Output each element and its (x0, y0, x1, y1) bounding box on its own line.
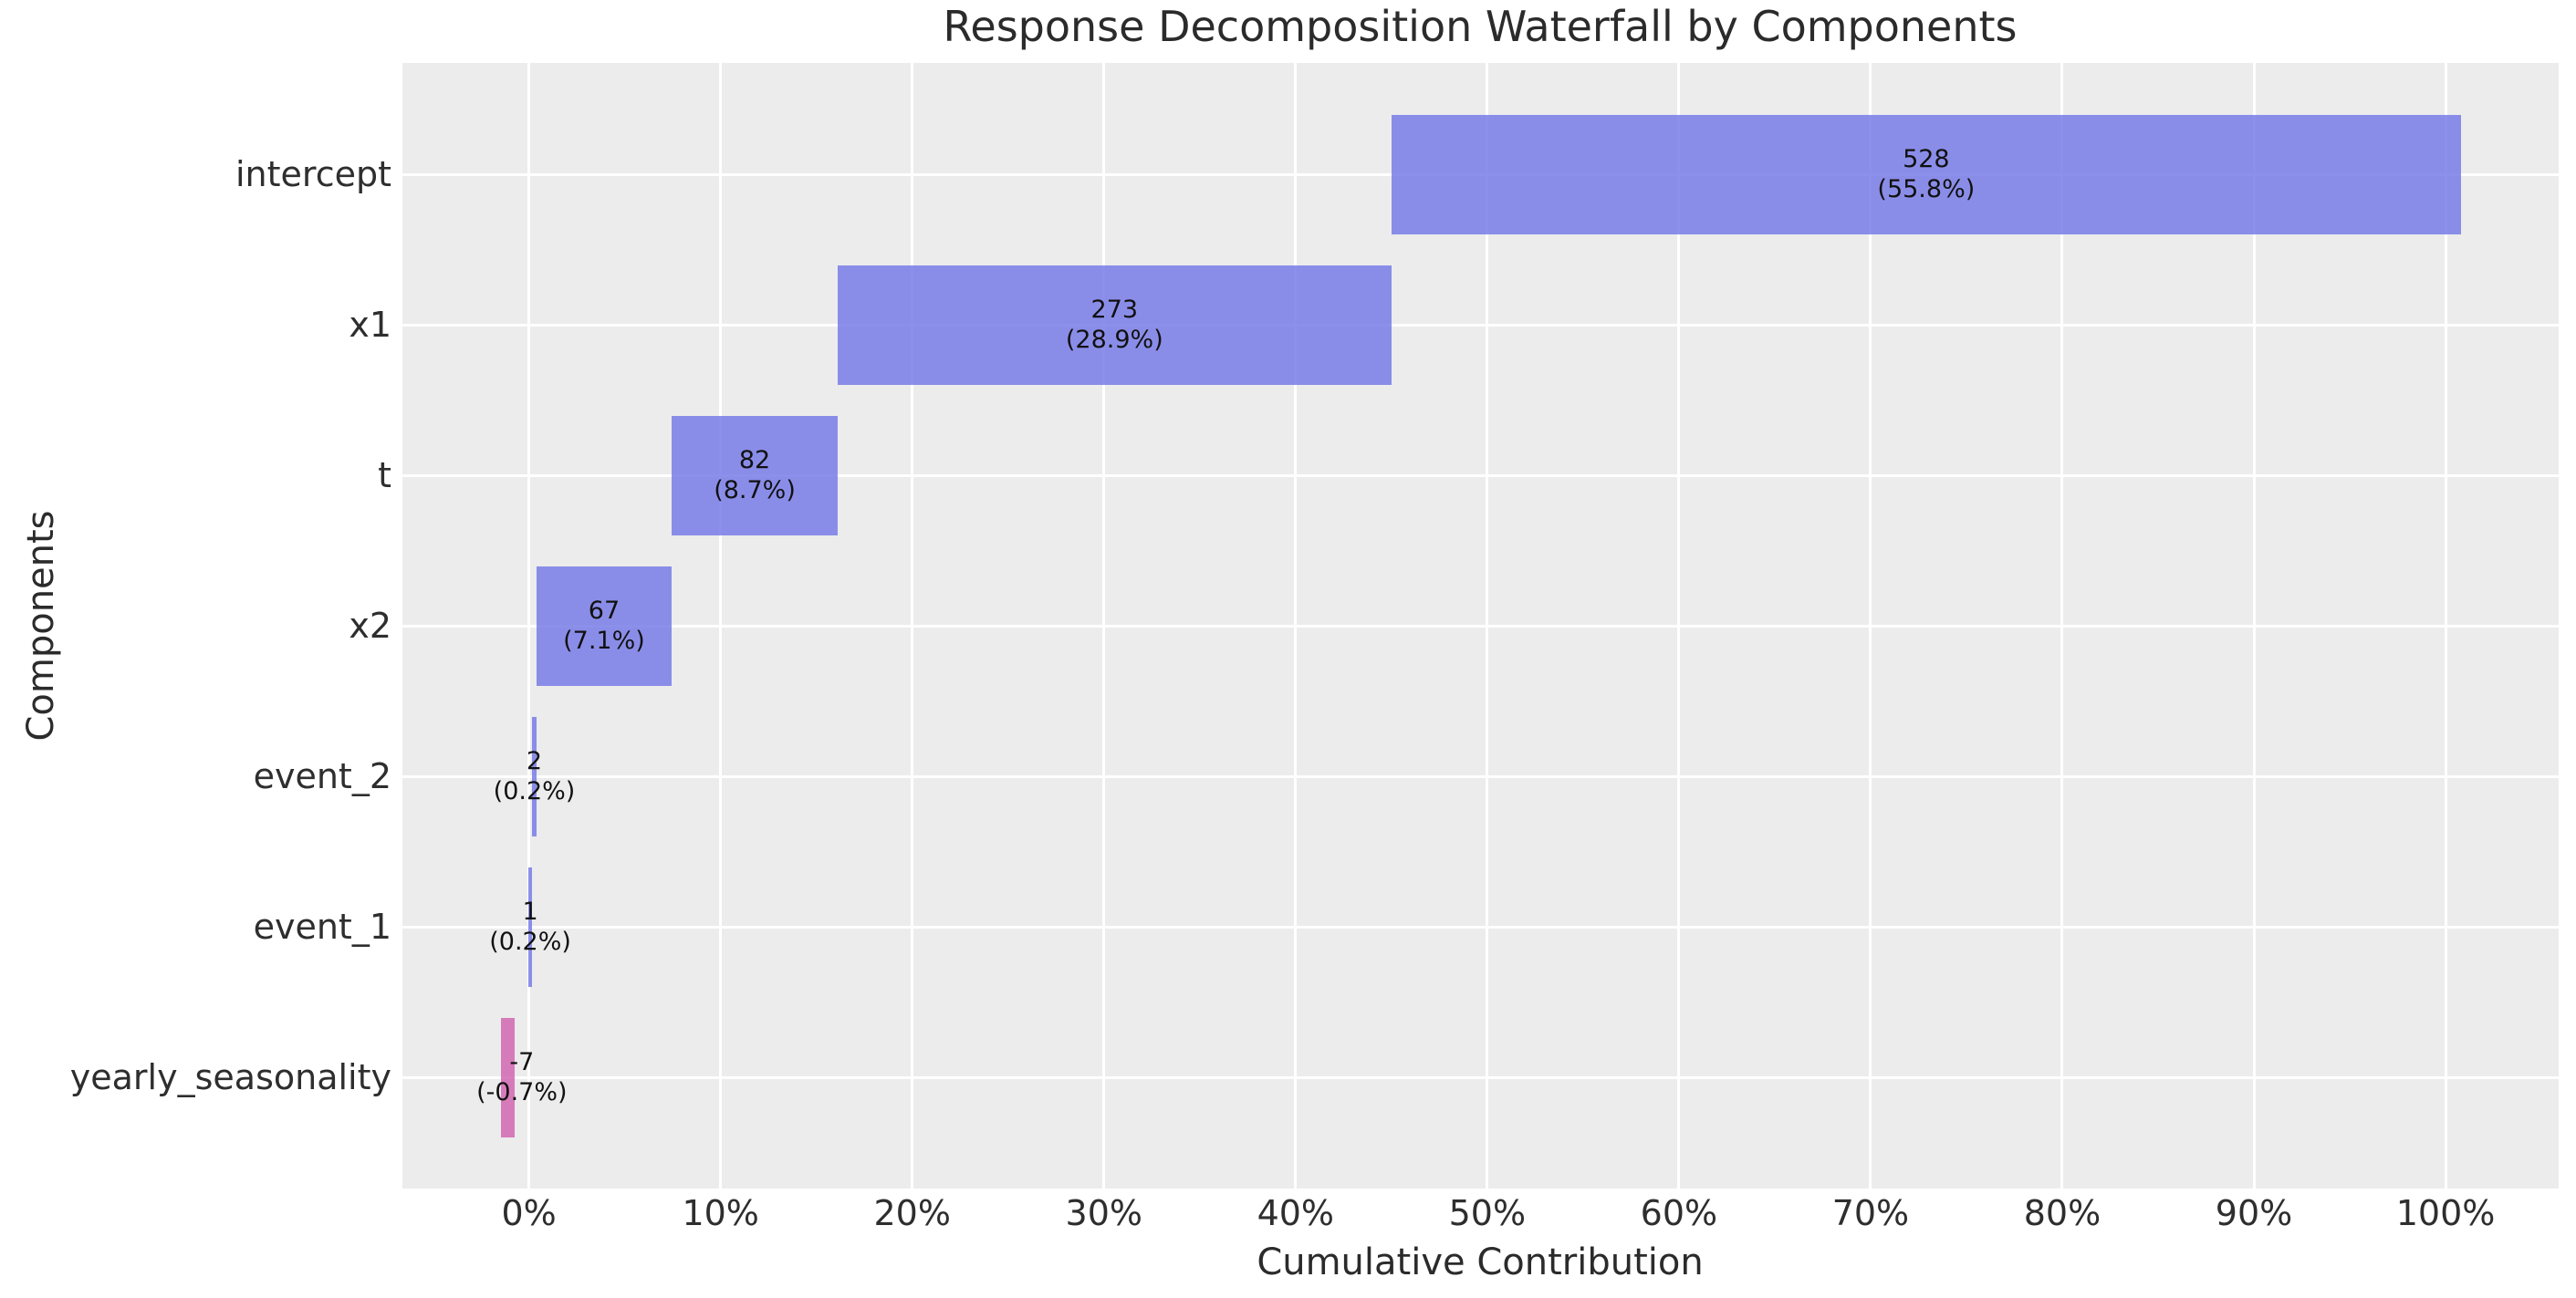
bar-x1 (837, 265, 1392, 385)
x-axis-label: Cumulative Contribution (1257, 1241, 1704, 1283)
x-tick-label-50%: 50% (1448, 1193, 1527, 1233)
y-tick-label-yearly_seasonality: yearly_seasonality (69, 1057, 391, 1097)
y-axis-label: Components (20, 510, 62, 742)
bar-value-x2: 67 (588, 597, 621, 625)
bar-percent-yearly_seasonality: (-0.7%) (476, 1078, 568, 1106)
bar-label-t: 82 (8.7%) (714, 445, 796, 505)
y-tick-label-intercept: intercept (235, 154, 391, 194)
bar-percent-intercept: (55.8%) (1877, 175, 1976, 203)
bar-intercept (1391, 114, 2461, 234)
bar-label-intercept: 528 (55.8%) (1877, 144, 1975, 204)
bar-value-t: 82 (738, 446, 771, 474)
x-tick-label-30%: 30% (1065, 1193, 1142, 1233)
gridline-horizontal-event_2 (402, 774, 2559, 778)
gridline-horizontal-x1 (402, 323, 2559, 327)
bar-yearly_seasonality (500, 1017, 515, 1137)
bar-label-x2: 67 (7.1%) (563, 596, 645, 656)
chart-title: Response Decomposition Waterfall by Comp… (943, 2, 2018, 51)
bar-percent-event_1: (0.2%) (489, 928, 571, 956)
bar-label-event_2: 2 (0.2%) (494, 746, 576, 806)
x-tick-label-40%: 40% (1257, 1193, 1335, 1233)
x-tick-label-60%: 60% (1640, 1193, 1718, 1233)
gridline-horizontal-t (402, 473, 2559, 477)
x-tick-label-70%: 70% (1831, 1193, 1910, 1233)
y-tick-label-x2: x2 (349, 606, 391, 646)
bar-label-yearly_seasonality: -7 (-0.7%) (476, 1047, 567, 1107)
bar-percent-x1: (28.9%) (1065, 326, 1163, 354)
bar-percent-event_2: (0.2%) (493, 777, 576, 805)
y-tick-label-x1: x1 (349, 305, 391, 345)
x-tick-label-100%: 100% (2395, 1193, 2496, 1233)
bar-value-yearly_seasonality: -7 (509, 1048, 535, 1076)
bar-event_1 (528, 867, 532, 987)
bar-value-event_2: 2 (526, 747, 543, 775)
x-tick-label-20%: 20% (873, 1193, 951, 1233)
bar-t (672, 415, 838, 535)
plot-area: 528 (55.8%) 273 (28.9%) 82 (8.7%) 67 (7.1%) 2 (0.… (402, 63, 2559, 1189)
gridline-horizontal-yearly_seasonality (402, 1075, 2559, 1079)
bar-percent-x2: (7.1%) (563, 627, 645, 655)
x-tick-label-80%: 80% (2023, 1193, 2101, 1233)
bar-value-intercept: 528 (1903, 145, 1950, 173)
bar-label-x1: 273 (28.9%) (1066, 295, 1163, 355)
bar-value-event_1: 1 (522, 898, 538, 926)
x-tick-label-90%: 90% (2215, 1193, 2293, 1233)
bar-value-x1: 273 (1090, 296, 1139, 324)
bar-x2 (536, 566, 673, 686)
x-tick-label-10%: 10% (682, 1193, 759, 1233)
bar-event_2 (532, 716, 537, 836)
y-tick-label-t: t (378, 455, 391, 495)
bar-label-event_1: 1 (0.2%) (489, 897, 571, 957)
gridline-horizontal-x2 (402, 624, 2559, 628)
y-tick-label-event_1: event_1 (253, 907, 391, 947)
y-tick-label-event_2: event_2 (253, 756, 391, 796)
bar-percent-t: (8.7%) (714, 476, 796, 504)
gridline-horizontal-event_1 (402, 925, 2559, 929)
x-tick-label-0%: 0% (501, 1193, 557, 1233)
